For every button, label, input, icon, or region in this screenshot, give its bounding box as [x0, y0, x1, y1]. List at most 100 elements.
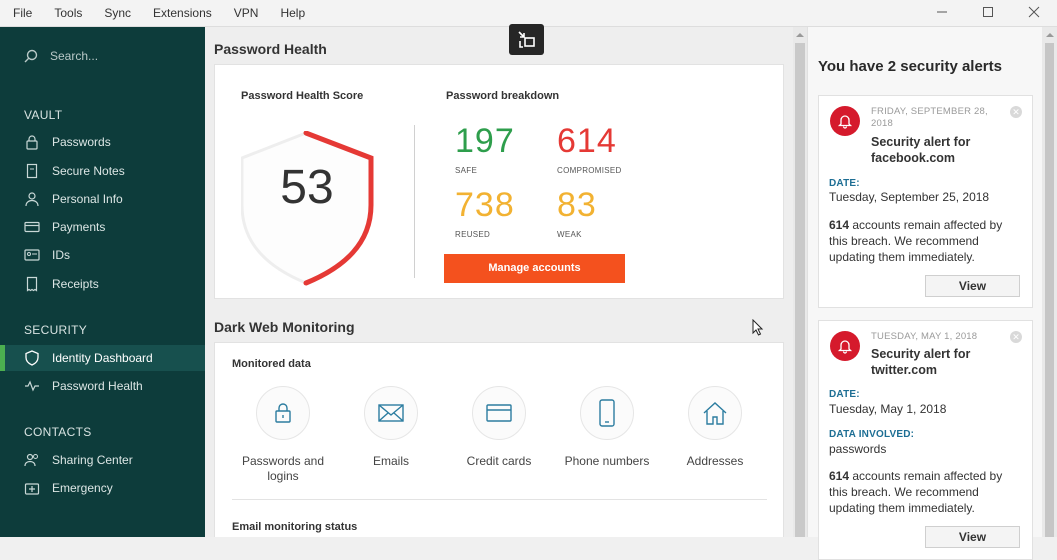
envelope-icon: [378, 404, 404, 422]
alert-timestamp: TUESDAY, MAY 1, 2018: [871, 331, 978, 342]
alert-message-text: accounts remain affected by this breach.…: [829, 469, 1003, 515]
compromised-count: 614: [557, 122, 617, 160]
monitored-phone-numbers[interactable]: Phone numbers: [554, 386, 660, 469]
sidebar-item-label: Receipts: [52, 277, 99, 291]
exit-fullscreen-icon[interactable]: [509, 24, 544, 55]
sidebar-item-label: Secure Notes: [52, 164, 125, 178]
search-input[interactable]: Search...: [24, 49, 98, 63]
alert-message: 614 accounts remain affected by this bre…: [829, 468, 1024, 516]
sidebar-item-personal-info[interactable]: Personal Info: [0, 186, 205, 212]
sidebar-item-emergency[interactable]: Emergency: [0, 475, 205, 501]
sidebar-item-passwords[interactable]: Passwords: [0, 129, 205, 155]
bell-icon: [830, 331, 860, 361]
sidebar-item-secure-notes[interactable]: Secure Notes: [0, 158, 205, 184]
dismiss-icon[interactable]: ✕: [1010, 331, 1022, 343]
phone-icon: [599, 399, 615, 427]
sidebar-item-label: Password Health: [52, 379, 143, 393]
weak-count: 83: [557, 186, 597, 224]
menu-vpn[interactable]: VPN: [233, 6, 259, 20]
alert-date-label: DATE:: [829, 389, 860, 400]
affected-count: 614: [829, 218, 850, 232]
alert-card: FRIDAY, SEPTEMBER 28, 2018 Security aler…: [818, 95, 1033, 308]
safe-label: SAFE: [455, 166, 478, 175]
password-health-title: Password Health: [214, 41, 327, 57]
divider: [232, 499, 767, 500]
menu-sync[interactable]: Sync: [104, 6, 132, 20]
section-contacts: CONTACTS: [24, 425, 92, 439]
receipt-icon: [26, 276, 38, 292]
lock-icon: [26, 135, 38, 150]
bell-icon: [830, 106, 860, 136]
monitored-label-emails: Emails: [372, 454, 409, 468]
manage-accounts-button[interactable]: Manage accounts: [444, 254, 625, 283]
sidebar-item-payments[interactable]: Payments: [0, 214, 205, 240]
dismiss-icon[interactable]: ✕: [1010, 106, 1022, 118]
sidebar: Search... VAULT Passwords Secure Notes P…: [0, 27, 205, 537]
menu-file[interactable]: File: [13, 6, 33, 20]
menu-help[interactable]: Help: [280, 6, 306, 20]
monitored-label-credit-cards: Credit cards: [466, 454, 532, 468]
id-card-icon: [24, 249, 40, 261]
sidebar-item-receipts[interactable]: Receipts: [0, 271, 205, 297]
note-icon: [26, 163, 38, 179]
person-icon: [25, 192, 39, 207]
section-security: SECURITY: [24, 323, 88, 337]
alerts-panel: You have 2 security alerts FRIDAY, SEPTE…: [807, 27, 1042, 560]
password-health-card: Password Health Score 53 Password breakd…: [214, 64, 784, 299]
data-involved-label: DATA INVOLVED:: [829, 429, 915, 440]
pulse-icon: [25, 380, 39, 392]
sidebar-item-identity-dashboard[interactable]: Identity Dashboard: [0, 345, 205, 371]
sidebar-item-label: Emergency: [52, 481, 113, 495]
sidebar-item-label: Personal Info: [52, 192, 123, 206]
monitored-credit-cards[interactable]: Credit cards: [446, 386, 552, 469]
sidebar-item-label: Payments: [52, 220, 106, 234]
alerts-scrollbar[interactable]: [1042, 27, 1057, 537]
alert-card: TUESDAY, MAY 1, 2018 Security alert for …: [818, 320, 1033, 560]
sidebar-item-label: Sharing Center: [52, 453, 133, 467]
monitored-addresses[interactable]: Addresses: [662, 386, 768, 469]
main-scrollbar[interactable]: [793, 27, 807, 537]
window-controls: [919, 0, 1057, 27]
alert-title: Security alert for facebook.com: [871, 135, 971, 165]
score-label: Password Health Score: [241, 90, 364, 102]
monitored-label-passwords: Passwords and logins: [241, 454, 325, 483]
shield-icon: [25, 350, 39, 366]
alert-timestamp: FRIDAY, SEPTEMBER 28, 2018: [871, 106, 988, 129]
sidebar-item-password-health[interactable]: Password Health: [0, 373, 205, 399]
menu-extensions[interactable]: Extensions: [153, 6, 212, 20]
alerts-title: You have 2 security alerts: [818, 58, 1002, 75]
minimize-icon[interactable]: [919, 0, 965, 24]
alert-date-value: Tuesday, September 25, 2018: [829, 190, 990, 204]
maximize-icon[interactable]: [965, 0, 1011, 24]
divider: [414, 125, 415, 278]
monitored-emails[interactable]: Emails: [338, 386, 444, 469]
monitored-label-addresses: Addresses: [686, 454, 744, 468]
cursor-icon: [752, 319, 764, 336]
health-score-shield: [241, 131, 374, 286]
credit-card-icon: [486, 404, 512, 422]
lock-icon: [275, 403, 291, 423]
monitored-label-phone-numbers: Phone numbers: [564, 454, 650, 468]
house-icon: [703, 402, 727, 425]
alerts-scrollbar-thumb[interactable]: [1045, 43, 1054, 537]
sidebar-item-label: IDs: [52, 248, 70, 262]
view-button[interactable]: View: [925, 526, 1020, 548]
people-icon: [24, 453, 38, 467]
search-placeholder: Search...: [50, 49, 99, 63]
sidebar-item-label: Passwords: [52, 135, 111, 149]
section-vault: VAULT: [24, 108, 63, 122]
weak-label: WEAK: [557, 230, 582, 239]
main-scrollbar-thumb[interactable]: [795, 43, 805, 537]
emergency-icon: [24, 483, 40, 495]
email-status-label: Email monitoring status: [232, 521, 358, 533]
monitored-passwords[interactable]: Passwords and logins: [230, 386, 336, 484]
alert-date-value: Tuesday, May 1, 2018: [829, 402, 947, 416]
sidebar-item-sharing-center[interactable]: Sharing Center: [0, 447, 205, 473]
main-content: Password Health Password Health Score 53…: [205, 27, 793, 537]
sidebar-item-label: Identity Dashboard: [52, 351, 153, 365]
close-icon[interactable]: [1011, 0, 1057, 24]
sidebar-item-ids[interactable]: IDs: [0, 242, 205, 268]
view-button[interactable]: View: [925, 275, 1020, 297]
dark-web-title: Dark Web Monitoring: [214, 319, 355, 335]
menu-tools[interactable]: Tools: [54, 6, 83, 20]
